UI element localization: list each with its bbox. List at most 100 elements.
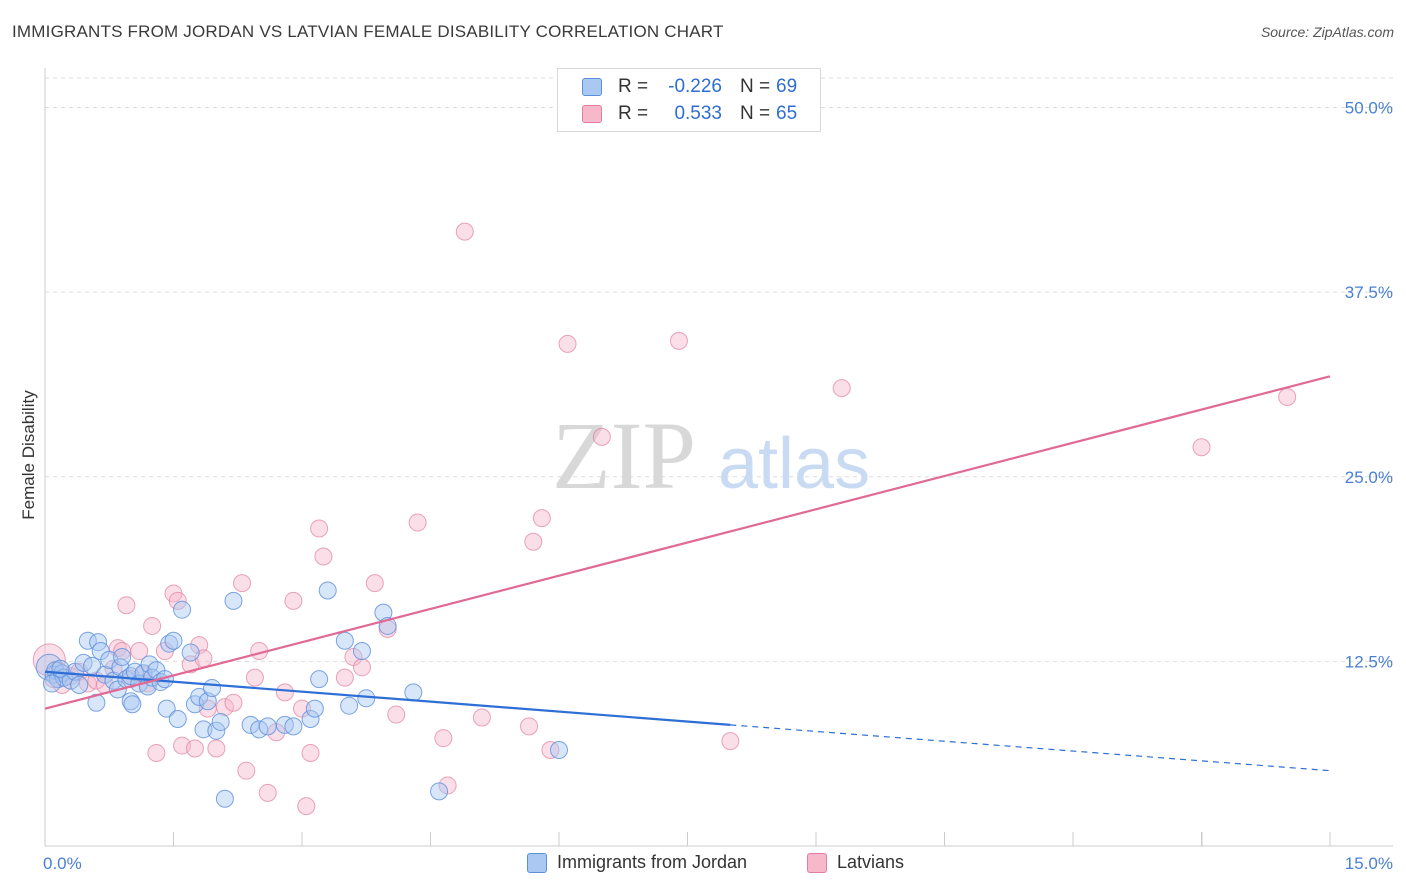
latvian-point: [387, 705, 406, 724]
latvian-point: [245, 668, 264, 687]
jordan-point: [173, 600, 192, 619]
latvian-point: [524, 532, 543, 551]
jordan-point: [51, 659, 70, 678]
x-tick-label: 15.0%: [1345, 854, 1393, 873]
legend-row-jordan: R = -0.226 N = 69: [582, 75, 797, 99]
jordan-point: [70, 676, 89, 695]
latvian-point: [532, 509, 551, 528]
watermark: ZIP atlas: [552, 402, 870, 509]
grid-lines: [45, 77, 1393, 662]
legend-r-label: R =: [618, 76, 649, 97]
latvian-point: [237, 761, 256, 780]
series-legend: Immigrants from Jordan Latvians: [0, 852, 1406, 878]
jordan-point: [215, 789, 234, 808]
latvian-point: [117, 596, 136, 615]
latvian-point: [258, 783, 277, 802]
jordan-point: [352, 642, 371, 661]
latvian-point: [335, 668, 354, 687]
latvian-point: [520, 717, 539, 736]
latvian-point: [455, 222, 474, 241]
legend-item-label: Latvians: [837, 852, 905, 872]
tick-labels: 12.5% 25.0% 37.5% 50.0% 0.0% 15.0%: [43, 99, 1393, 873]
latvian-point: [352, 658, 371, 677]
latvian-point: [721, 732, 740, 751]
jordan-point: [140, 655, 159, 674]
x-tick-label: 0.0%: [43, 854, 82, 873]
jordan-point: [550, 741, 568, 759]
latvian-point: [130, 642, 149, 661]
jordan-point: [430, 782, 449, 801]
jordan-point: [258, 717, 277, 736]
latvian-point: [1192, 438, 1211, 457]
y-tick-label: 25.0%: [1345, 468, 1393, 487]
legend-r-value: 0.533: [674, 103, 722, 124]
latvian-point: [207, 739, 226, 758]
legend-r-label: R =: [618, 103, 649, 124]
jordan-point: [113, 647, 132, 666]
latvian-point: [143, 616, 162, 635]
jordan-point: [61, 671, 80, 690]
watermark-atlas: atlas: [718, 424, 870, 504]
jordan-point: [181, 643, 200, 662]
jordan-point: [42, 674, 61, 693]
latvian-point: [472, 708, 491, 727]
jordan-point: [404, 683, 423, 702]
source-label: Source: ZipAtlas.com: [1260, 24, 1394, 40]
correlation-legend: R = -0.226 N = 69 R = 0.533 N = 65: [557, 68, 821, 132]
jordan-point: [305, 699, 324, 718]
y-tick-label: 37.5%: [1345, 283, 1393, 302]
legend-item-label: Immigrants from Jordan: [557, 852, 748, 872]
jordan-point: [284, 717, 303, 736]
jordan-point: [198, 692, 217, 711]
latvian-point: [1278, 388, 1297, 407]
latvian-point: [297, 797, 316, 816]
legend-n-label: N =: [740, 103, 771, 124]
jordan-point: [190, 687, 209, 706]
jordan-trend-line: [44, 670, 731, 726]
latvian-point: [310, 519, 329, 538]
legend-n-value: 65: [776, 103, 798, 124]
latvian-point: [275, 683, 294, 702]
jordan-point: [121, 692, 140, 711]
jordan-legend-swatch: [527, 852, 547, 873]
jordan-point: [335, 631, 354, 650]
watermark-zip: ZIP: [552, 402, 696, 509]
chart-title: IMMIGRANTS FROM JORDAN VS LATVIAN FEMALE…: [12, 22, 724, 41]
latvian-point: [185, 739, 204, 758]
axes: [44, 68, 1393, 847]
latvian-point: [224, 693, 243, 712]
latvian-point: [215, 698, 234, 717]
latvian-point: [669, 331, 688, 350]
jordan-point: [168, 709, 187, 728]
latvian-point: [365, 574, 384, 593]
jordan-trend-extension: [730, 724, 1331, 772]
legend-r-value: -0.226: [668, 76, 722, 97]
jordan-point: [301, 709, 320, 728]
jordan-point: [310, 670, 329, 689]
latvian-point: [147, 743, 166, 762]
y-axis-label: Female Disability: [19, 390, 38, 520]
y-tick-label: 12.5%: [1345, 652, 1393, 671]
latvian-point: [592, 427, 611, 446]
legend-item-jordan: Immigrants from Jordan: [527, 852, 747, 873]
jordan-point: [357, 689, 376, 708]
jordan-swatch: [582, 78, 602, 96]
jordan-point: [203, 678, 222, 697]
latvian-trend-line: [44, 375, 1331, 710]
legend-n-label: N =: [740, 76, 771, 97]
legend-item-latvian: Latvians: [807, 852, 904, 873]
jordan-point: [157, 699, 176, 718]
latvian-point: [168, 591, 187, 610]
latvian-point: [832, 379, 851, 398]
jordan-point: [211, 712, 230, 731]
latvian-swatch: [582, 105, 602, 123]
y-tick-label: 50.0%: [1345, 99, 1393, 118]
legend-row-latvian: R = 0.533 N = 65: [582, 102, 797, 126]
jordan-points: [35, 581, 568, 808]
jordan-point: [340, 696, 359, 715]
jordan-point: [164, 631, 183, 650]
latvian-point: [301, 743, 320, 762]
legend-n-value: 69: [776, 76, 798, 97]
latvian-point: [408, 513, 427, 532]
